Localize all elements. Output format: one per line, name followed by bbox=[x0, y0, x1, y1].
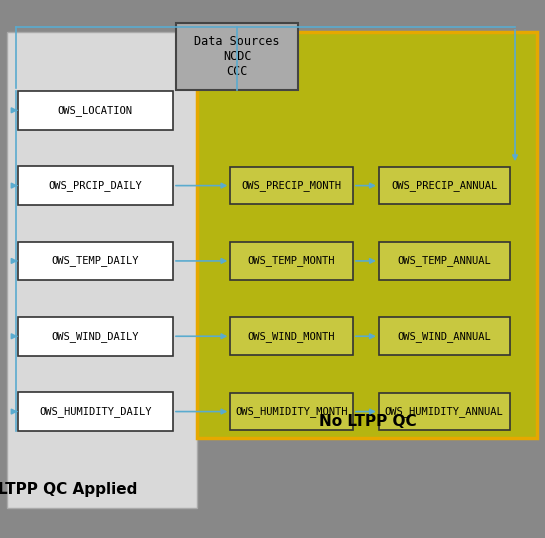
Text: OWS_HUMIDITY_MONTH: OWS_HUMIDITY_MONTH bbox=[235, 406, 348, 417]
Text: OWS_HUMIDITY_ANNUAL: OWS_HUMIDITY_ANNUAL bbox=[385, 406, 504, 417]
Text: No LTPP QC: No LTPP QC bbox=[318, 414, 416, 429]
Bar bbox=[379, 242, 510, 280]
Text: OWS_PRECIP_MONTH: OWS_PRECIP_MONTH bbox=[241, 180, 342, 191]
Bar bbox=[18, 91, 173, 130]
Bar bbox=[231, 393, 353, 430]
Text: OWS_WIND_DAILY: OWS_WIND_DAILY bbox=[52, 331, 139, 342]
Text: OWS_TEMP_DAILY: OWS_TEMP_DAILY bbox=[52, 256, 139, 266]
Bar bbox=[18, 317, 173, 356]
Text: OWS_PRCIP_DAILY: OWS_PRCIP_DAILY bbox=[49, 180, 142, 191]
Bar bbox=[231, 167, 353, 204]
Text: OWS_HUMIDITY_DAILY: OWS_HUMIDITY_DAILY bbox=[39, 406, 152, 417]
Text: OWS_TEMP_MONTH: OWS_TEMP_MONTH bbox=[248, 256, 335, 266]
Text: OWS_WIND_ANNUAL: OWS_WIND_ANNUAL bbox=[397, 331, 491, 342]
Bar bbox=[379, 393, 510, 430]
Bar bbox=[176, 23, 299, 90]
Bar bbox=[18, 242, 173, 280]
Bar bbox=[197, 32, 537, 438]
Bar bbox=[18, 392, 173, 431]
Text: OWS_TEMP_ANNUAL: OWS_TEMP_ANNUAL bbox=[397, 256, 491, 266]
Bar bbox=[231, 317, 353, 355]
Bar bbox=[231, 242, 353, 280]
Text: OWS_WIND_MONTH: OWS_WIND_MONTH bbox=[248, 331, 335, 342]
Text: OWS_LOCATION: OWS_LOCATION bbox=[58, 105, 133, 116]
Text: LTPP QC Applied: LTPP QC Applied bbox=[0, 482, 137, 497]
Bar bbox=[379, 317, 510, 355]
Bar bbox=[379, 167, 510, 204]
Bar bbox=[7, 32, 197, 508]
Text: Data Sources
NCDC
CCC: Data Sources NCDC CCC bbox=[195, 35, 280, 78]
Bar bbox=[18, 166, 173, 205]
Text: OWS_PRECIP_ANNUAL: OWS_PRECIP_ANNUAL bbox=[391, 180, 497, 191]
